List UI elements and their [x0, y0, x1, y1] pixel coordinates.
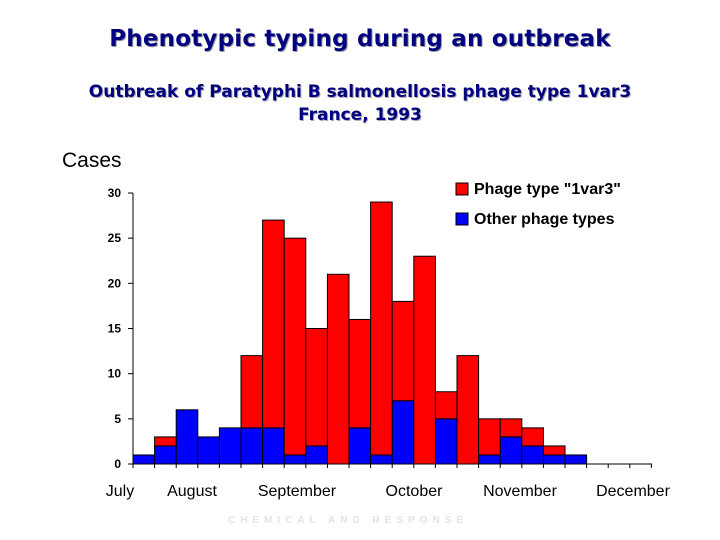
y-tick-label: 5 — [114, 412, 121, 426]
bar-segment — [305, 328, 328, 447]
bar-segment — [434, 391, 458, 420]
bar-segment — [478, 418, 501, 456]
bar-segment — [370, 201, 393, 456]
bar-segment — [283, 237, 307, 456]
y-tick-label: 25 — [108, 231, 122, 245]
footer-watermark: CHEMICAL AND RESPONSE — [227, 515, 468, 526]
y-tick-label: 30 — [108, 186, 122, 200]
bar-segment — [456, 355, 480, 465]
legend-swatch — [455, 182, 469, 196]
bar-segment — [197, 436, 220, 465]
bar-segment — [218, 427, 242, 465]
bar-segment — [521, 427, 544, 447]
legend-label: Phage type "1var3" — [474, 181, 621, 198]
bar-segment — [240, 427, 264, 465]
bar-segment — [262, 219, 285, 429]
x-month-label: November — [483, 483, 557, 500]
x-month-label: September — [258, 483, 337, 500]
bar-segment — [348, 318, 372, 429]
x-month-label: October — [386, 483, 444, 500]
x-month-label: December — [596, 483, 670, 500]
bar-segment — [154, 445, 177, 465]
bar-segment — [154, 436, 177, 447]
bar-segment — [262, 427, 285, 465]
bar-segment — [305, 445, 328, 465]
bar-segment — [564, 454, 588, 465]
y-tick-label: 15 — [108, 322, 122, 336]
x-month-label: July — [106, 483, 134, 500]
x-month-label: August — [167, 483, 217, 500]
bar-segment — [478, 454, 501, 465]
bar-segment — [413, 255, 436, 465]
bar-segment — [283, 454, 307, 465]
bar-segment — [542, 454, 566, 465]
legend-swatch — [455, 212, 469, 226]
bar-segment — [175, 409, 199, 465]
y-tick-label: 10 — [108, 367, 122, 381]
bar-segment — [240, 355, 264, 429]
bar-segment — [370, 454, 393, 465]
bar-segment — [434, 418, 458, 465]
bar-segment — [499, 418, 523, 438]
bar-segment — [326, 273, 350, 465]
chart-subtitle-line-2: France, 1993 — [298, 105, 422, 125]
y-tick-label: 0 — [114, 457, 121, 471]
bar-segment — [348, 427, 372, 465]
legend-label: Other phage types — [474, 211, 615, 228]
bar-segment — [391, 300, 415, 402]
bar-segment — [521, 445, 544, 465]
y-tick-label: 20 — [108, 276, 122, 290]
bar-segment — [391, 400, 415, 465]
page-title: Phenotypic typing during an outbreak — [109, 26, 611, 52]
bar-segment — [499, 436, 523, 465]
y-axis-label: Cases — [62, 149, 122, 172]
chart-subtitle-line-1: Outbreak of Paratyphi B salmonellosis ph… — [88, 82, 632, 102]
bar-segment — [132, 454, 156, 465]
bar-segment — [542, 445, 566, 456]
